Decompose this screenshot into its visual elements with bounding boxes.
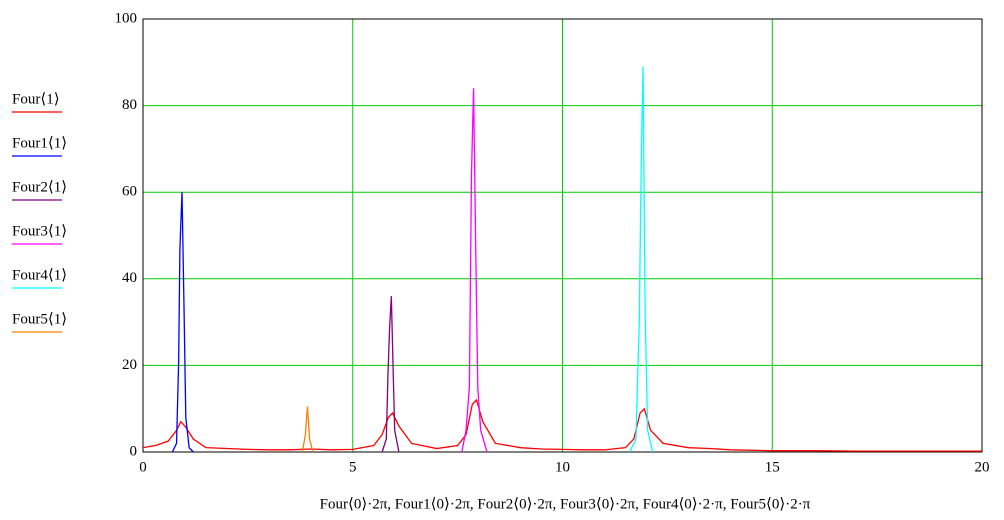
series-line	[171, 192, 194, 453]
y-tick-label: 60	[122, 184, 137, 200]
legend-label: Four2⟨1⟩	[12, 179, 67, 195]
series-line	[381, 296, 400, 453]
series-line	[461, 88, 488, 453]
x-tick-label: 5	[349, 459, 357, 475]
y-tick-label: 0	[130, 443, 138, 459]
series-line	[142, 398, 982, 452]
plot-frame	[142, 18, 983, 453]
x-tick-label: 15	[765, 459, 780, 475]
series-line	[301, 406, 314, 453]
legend-label: Four3⟨1⟩	[12, 223, 67, 239]
y-tick-label: 100	[115, 10, 138, 26]
y-tick-label: 20	[122, 357, 137, 373]
y-tick-label: 40	[122, 270, 137, 286]
x-tick-label: 10	[555, 459, 570, 475]
legend-label: Four⟨1⟩	[12, 91, 60, 107]
legend-label: Four5⟨1⟩	[12, 311, 67, 327]
y-tick-label: 80	[122, 97, 137, 113]
legend-label: Four1⟨1⟩	[12, 135, 67, 151]
series-line	[629, 66, 654, 453]
x-axis-label: Four⟨0⟩·2π, Four1⟨0⟩·2π, Four2⟨0⟩·2π, Fo…	[320, 496, 811, 512]
x-tick-label: 20	[975, 459, 990, 475]
x-tick-label: 0	[139, 459, 147, 475]
legend-label: Four4⟨1⟩	[12, 267, 67, 283]
